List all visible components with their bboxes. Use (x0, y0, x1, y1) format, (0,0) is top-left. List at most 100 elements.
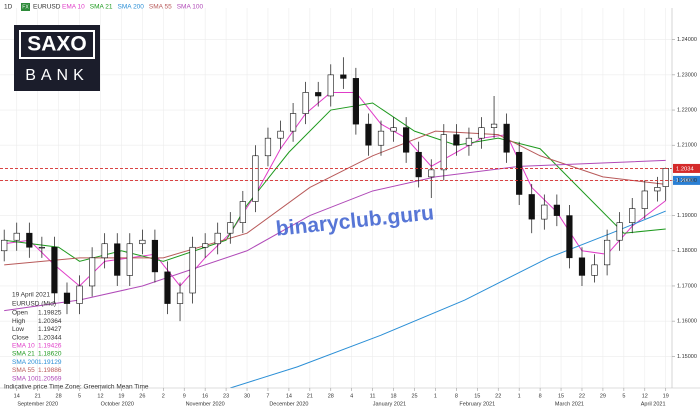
legend-entry: SMA 100 (177, 4, 204, 11)
y-tick-label: 1.20000 (677, 178, 697, 184)
price-label: 1.2034 (676, 166, 695, 172)
candle-body (51, 246, 58, 294)
x-tick-label: 1 (434, 393, 437, 399)
panel-instrument: EURUSD (Mid) (12, 301, 56, 308)
month-label: February 2021 (459, 401, 495, 407)
x-tick-label: 5 (78, 393, 81, 399)
panel-value: 1.19886 (38, 367, 62, 374)
month-label: January 2021 (373, 401, 406, 407)
x-tick-label: 21 (35, 393, 41, 399)
x-tick-label: 22 (579, 393, 585, 399)
candle-body (377, 130, 385, 146)
x-tick-label: 21 (307, 393, 313, 399)
candle-body (189, 246, 196, 294)
x-tick-label: 14 (286, 393, 292, 399)
panel-value: 1.20364 (38, 318, 62, 325)
x-tick-label: 16 (202, 393, 208, 399)
candles (1, 57, 669, 322)
candle-body (662, 168, 669, 187)
y-tick-label: 1.17000 (677, 283, 697, 289)
x-tick-label: 25 (411, 393, 417, 399)
month-label: September 2020 (17, 401, 58, 407)
price-label-box (673, 163, 700, 173)
candle-body (126, 243, 133, 276)
logo-bottom: BANK (25, 67, 89, 84)
panel-date: 19 April 2021 (12, 292, 50, 299)
x-tick-label: 26 (139, 393, 145, 399)
candle-body (289, 113, 297, 132)
candle-body (465, 137, 473, 146)
candle-body (89, 257, 96, 287)
interval: 1D (4, 4, 13, 11)
x-tick-label: 9 (183, 393, 186, 399)
panel-label: Low (12, 326, 24, 333)
panel-value: 1.20569 (38, 375, 62, 382)
x-tick-label: 8 (455, 393, 458, 399)
panel-value: 1.19426 (38, 343, 62, 350)
panel-label: Open (12, 310, 28, 317)
x-tick-label: 11 (370, 393, 376, 399)
overlays: 1.2034 1.2000 (0, 163, 700, 185)
month-label: March 2021 (555, 401, 584, 407)
candle-body (63, 292, 71, 304)
panel-label: SMA 200 (12, 359, 39, 366)
candle-body (264, 137, 272, 157)
indicator-line (4, 159, 666, 312)
candle-body (403, 127, 410, 153)
panel-value: 1.18620 (38, 351, 62, 358)
logo-frame (19, 30, 95, 59)
candle-body (176, 292, 184, 304)
x-tick-label: 12 (97, 393, 103, 399)
x-tick-label: 15 (474, 393, 480, 399)
candle-body (604, 239, 611, 266)
month-label: April 2021 (641, 401, 666, 407)
candle-body (315, 92, 322, 97)
x-tick-label: 23 (223, 393, 229, 399)
panel-label: SMA 100 (12, 375, 39, 382)
candle-body (553, 204, 560, 216)
panel-value: 1.19825 (38, 310, 62, 317)
indicator-line (4, 130, 666, 266)
y-tick-label: 1.16000 (677, 319, 697, 325)
y-tick-label: 1.22000 (677, 107, 697, 113)
panel-footer: Indicative price Time Zone: Greenwich Me… (4, 384, 149, 391)
month-label: October 2020 (101, 401, 134, 407)
candle-body (139, 239, 146, 245)
symbol: EURUSD (33, 4, 61, 11)
candle-body (214, 232, 221, 245)
candle-body (164, 271, 171, 304)
candle-body (541, 204, 548, 220)
x-tick-label: 7 (266, 393, 269, 399)
x-tick-label: 2 (162, 393, 165, 399)
candle-body (76, 285, 83, 304)
legend-entry: SMA 55 (149, 4, 172, 11)
panel-label: SMA 55 (12, 367, 35, 374)
candle-body (114, 243, 121, 276)
candle-body (528, 194, 535, 220)
badge: FX (22, 5, 29, 11)
y-tick-label: 1.21000 (677, 143, 697, 149)
panel-value: 1.19129 (38, 359, 62, 366)
candle-body (478, 127, 485, 139)
legend-entry: SMA 21 (90, 4, 113, 11)
candle-body (516, 151, 523, 195)
candle-body (239, 201, 246, 223)
candle-body (390, 127, 397, 132)
candle-body (252, 155, 259, 202)
candle-body (428, 169, 435, 178)
y-tick-label: 1.19000 (677, 213, 697, 219)
x-tick-label: 14 (14, 393, 20, 399)
candle-body (151, 239, 159, 273)
x-tick-label: 29 (600, 393, 606, 399)
x-tick-label: 5 (622, 393, 625, 399)
panel-value: 1.19427 (38, 326, 62, 333)
x-tick-label: 18 (391, 393, 397, 399)
grid (0, 8, 672, 388)
month-label: December 2020 (269, 401, 308, 407)
legend: EMA 10 SMA 21 SMA 200 SMA 55 SMA 100 (62, 4, 203, 11)
info-panel: 19 April 2021 EURUSD (Mid) Indicative pr… (4, 292, 149, 391)
x-tick-label: 12 (642, 393, 648, 399)
candle-body (302, 92, 309, 114)
